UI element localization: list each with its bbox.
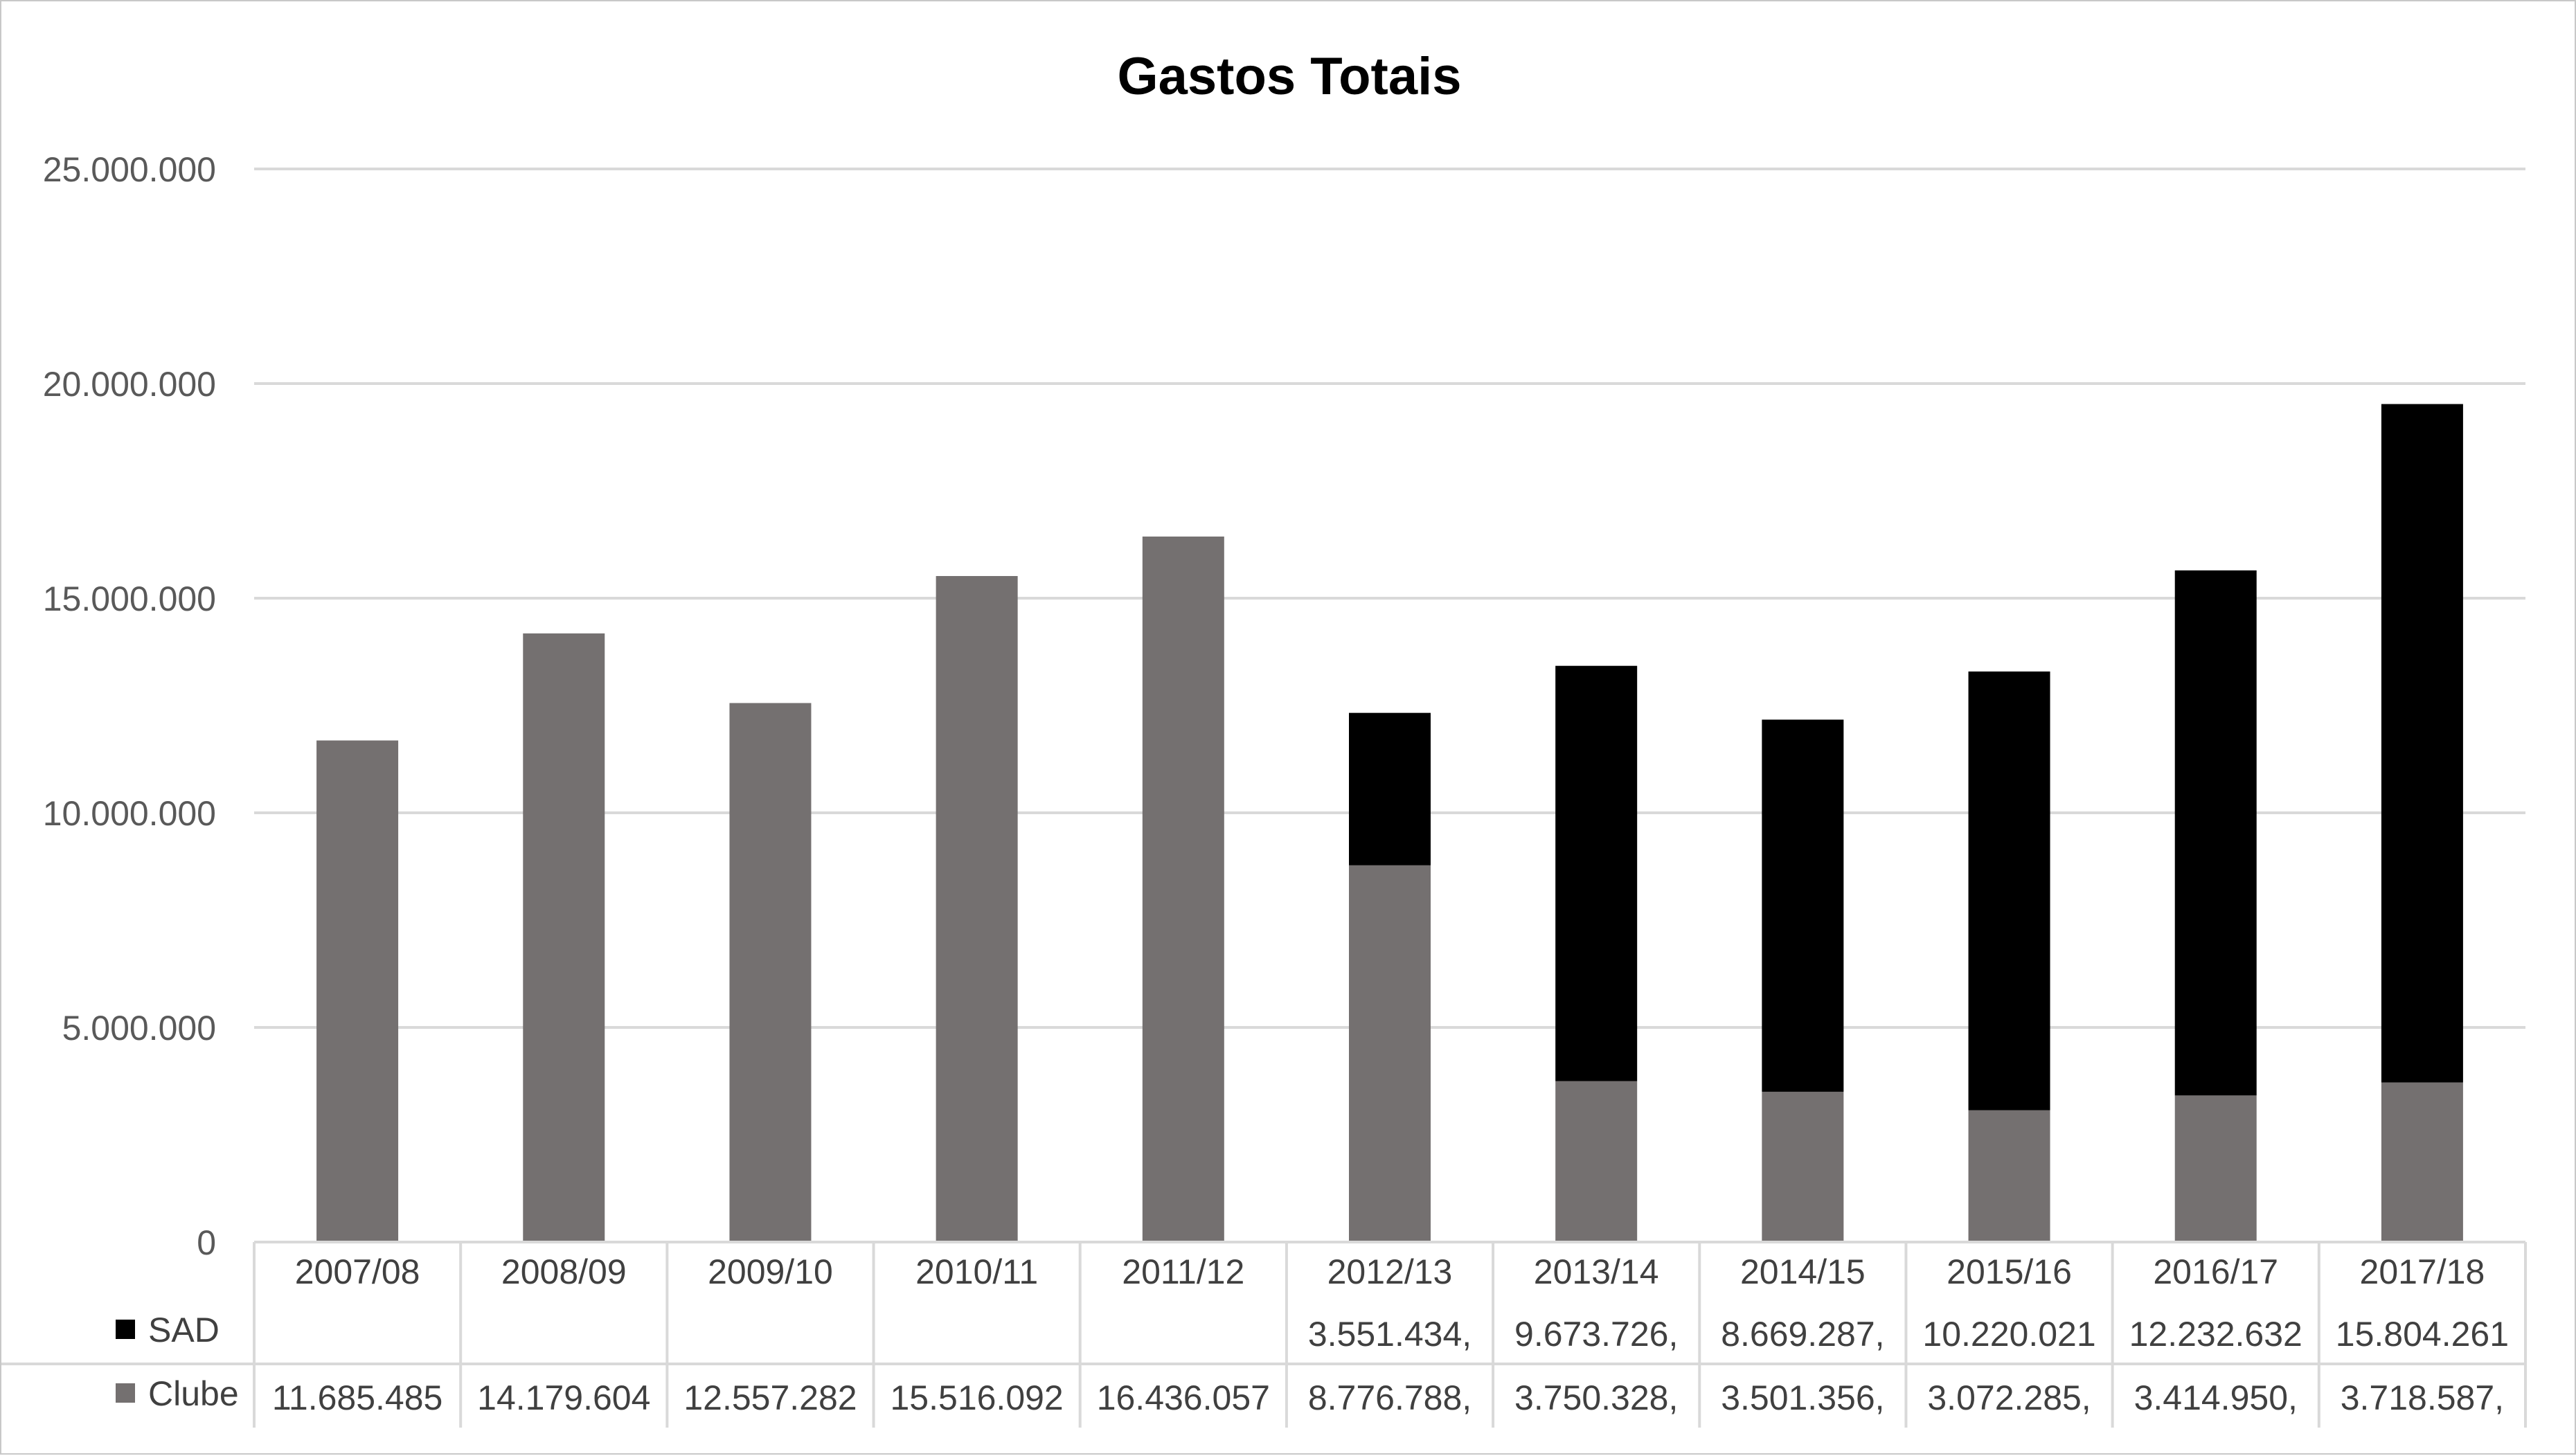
bar-sad — [1555, 665, 1638, 1081]
data-label-sad: 12.232.632 — [2129, 1315, 2302, 1354]
data-label-clube: 16.436.057 — [1097, 1378, 1270, 1417]
bar-clube — [316, 740, 399, 1242]
y-tick-label: 0 — [197, 1223, 216, 1262]
y-axis-ticks: 0 5.000.000 10.000.000 15.000.000 20.000.000… — [43, 150, 216, 1262]
bar-clube — [2174, 1095, 2257, 1242]
bar-clube — [729, 703, 812, 1242]
x-tick-label: 2012/13 — [1327, 1252, 1453, 1291]
bar-clube — [1142, 536, 1224, 1242]
legend-key-sad — [116, 1320, 135, 1339]
x-tick-label: 2007/08 — [295, 1252, 420, 1291]
x-tick-label: 2011/12 — [1122, 1252, 1244, 1291]
y-tick-label: 25.000.000 — [43, 150, 216, 189]
y-tick-label: 10.000.000 — [43, 794, 216, 833]
x-tick-label: 2017/18 — [2360, 1252, 2485, 1291]
x-tick-label: 2008/09 — [501, 1252, 627, 1291]
x-tick-label: 2014/15 — [1740, 1252, 1866, 1291]
bar-sad — [2381, 404, 2463, 1083]
gridlines — [254, 168, 2525, 1029]
x-tick-label: 2013/14 — [1534, 1252, 1659, 1291]
bar-clube — [523, 633, 605, 1242]
legend-label-sad: SAD — [148, 1311, 220, 1349]
x-tick-label: 2015/16 — [1947, 1252, 2072, 1291]
y-tick-label: 20.000.000 — [43, 365, 216, 404]
x-tick-label: 2009/10 — [708, 1252, 833, 1291]
bar-sad — [1349, 712, 1431, 865]
x-tick-label: 2010/11 — [915, 1252, 1038, 1291]
data-label-sad: 8.669.287, — [1721, 1315, 1884, 1354]
legend-label-clube: Clube — [148, 1374, 239, 1413]
bar-clube — [2381, 1082, 2463, 1242]
chart-title: Gastos Totais — [1118, 47, 1462, 106]
data-label-clube: 14.179.604 — [477, 1378, 650, 1417]
data-label-clube: 3.718.587, — [2341, 1378, 2504, 1417]
data-label-sad: 10.220.021 — [1922, 1315, 2095, 1354]
data-label-clube: 3.072.285, — [1927, 1378, 2091, 1417]
data-label-clube: 11.685.485 — [272, 1378, 443, 1417]
bar-clube — [1349, 865, 1431, 1242]
bar-clube — [1968, 1110, 2050, 1242]
data-label-sad: 15.804.261 — [2336, 1315, 2509, 1354]
y-tick-label: 15.000.000 — [43, 579, 216, 618]
bar-sad — [1968, 671, 2050, 1111]
data-label-clube: 3.750.328, — [1514, 1378, 1678, 1417]
data-label-sad: 9.673.726, — [1514, 1315, 1678, 1354]
bar-sad — [1762, 719, 1844, 1092]
x-tick-label: 2016/17 — [2153, 1252, 2278, 1291]
bar-sad — [2174, 570, 2257, 1096]
y-tick-label: 5.000.000 — [62, 1009, 216, 1048]
data-label-clube: 8.776.788, — [1308, 1378, 1472, 1417]
bar-clube — [936, 576, 1018, 1242]
data-label-sad: 3.551.434, — [1308, 1315, 1472, 1354]
data-label-clube: 3.501.356, — [1721, 1378, 1884, 1417]
data-table: 2007/08 2008/09 2009/10 2010/11 2011/12 2012/… — [1, 1241, 2527, 1428]
bar-clube — [1555, 1081, 1638, 1242]
legend-key-clube — [116, 1383, 135, 1403]
data-label-clube: 15.516.092 — [891, 1378, 1064, 1417]
data-label-clube: 12.557.282 — [683, 1378, 857, 1417]
bar-clube — [1762, 1091, 1844, 1242]
bars — [316, 404, 2463, 1242]
data-label-clube: 3.414.950, — [2134, 1378, 2298, 1417]
